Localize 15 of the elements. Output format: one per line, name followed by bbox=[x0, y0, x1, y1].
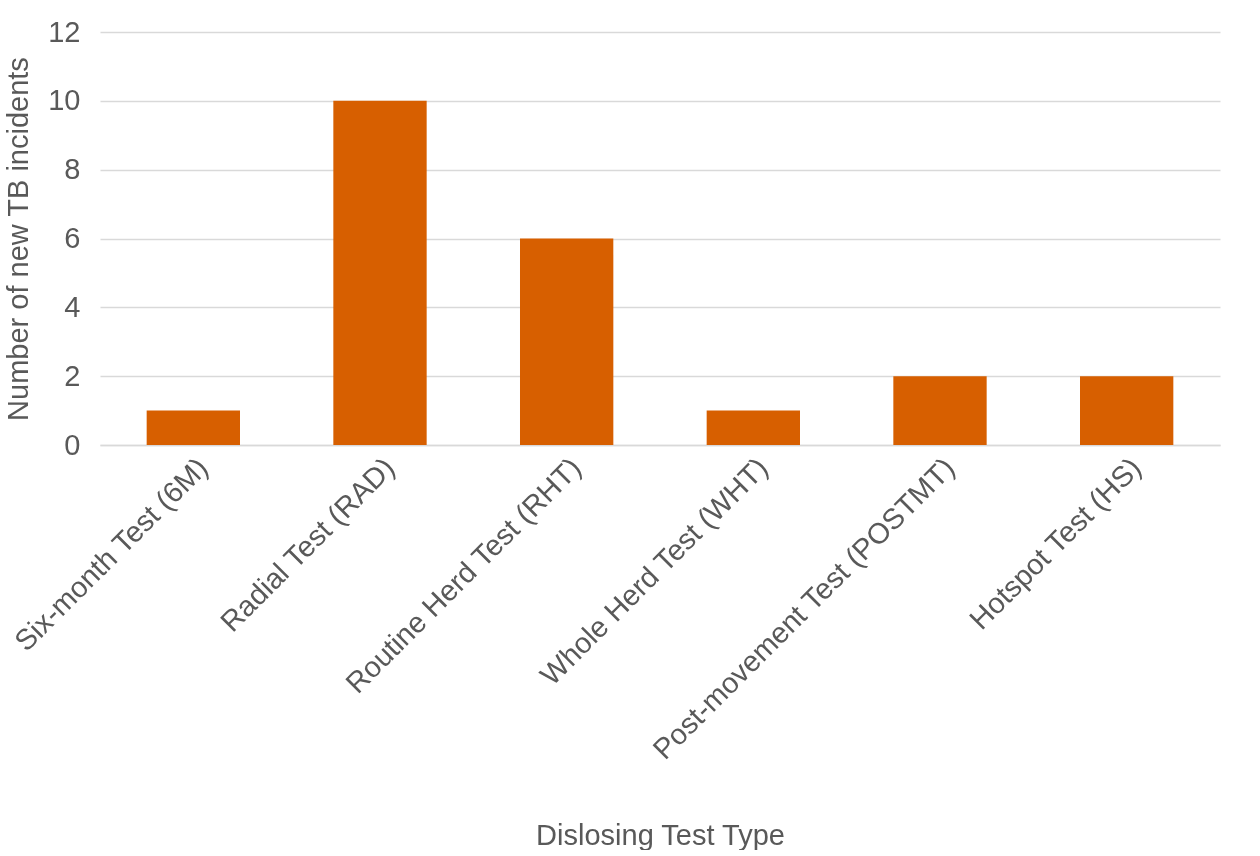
bar bbox=[1080, 376, 1174, 445]
x-axis-title: Dislosing Test Type bbox=[536, 818, 785, 851]
bar bbox=[893, 376, 987, 445]
bar bbox=[333, 100, 427, 445]
y-tick-label: 6 bbox=[64, 222, 81, 254]
bar bbox=[146, 410, 240, 445]
y-axis-title: Number of new TB incidents bbox=[2, 57, 35, 421]
y-tick-label: 4 bbox=[64, 290, 81, 323]
bar bbox=[520, 238, 614, 445]
y-tick-label: 12 bbox=[48, 15, 81, 48]
y-tick-label: 0 bbox=[64, 428, 81, 461]
y-tick-label: 8 bbox=[64, 153, 81, 186]
bar bbox=[706, 410, 800, 445]
y-tick-label: 2 bbox=[64, 359, 81, 392]
y-tick-label: 10 bbox=[48, 84, 81, 117]
